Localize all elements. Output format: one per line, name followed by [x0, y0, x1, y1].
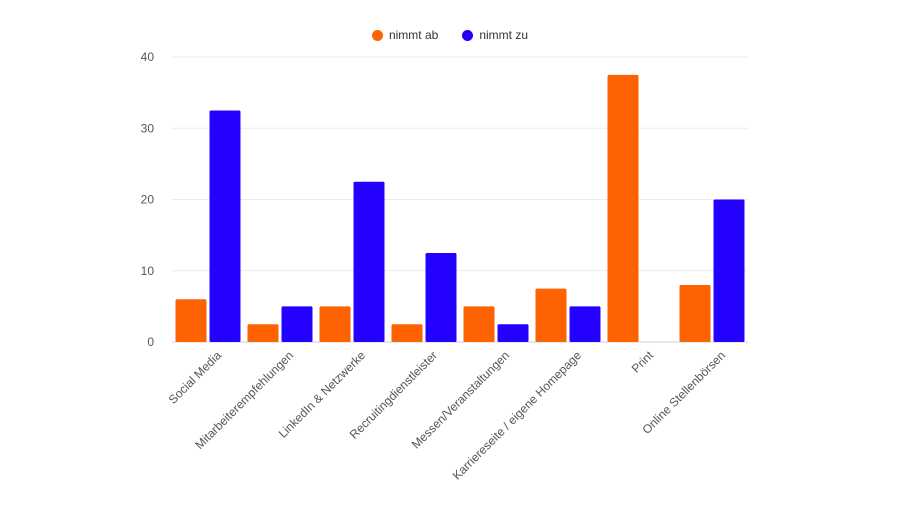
legend-swatch-nimmt-ab — [371, 29, 383, 41]
x-tick-label-7: Online Stellenbörsen — [639, 348, 728, 437]
bar-nimmt-zu-3 — [425, 252, 457, 342]
bar-nimmt-ab-0 — [175, 299, 207, 342]
bar-nimmt-ab-7 — [679, 285, 711, 342]
bar-nimmt-ab-5 — [535, 288, 567, 342]
bar-nimmt-ab-1 — [247, 324, 279, 342]
y-tick-label-10: 10 — [141, 264, 155, 278]
bar-nimmt-zu-1 — [281, 306, 313, 342]
x-tick-label-6: Print — [629, 348, 657, 376]
bar-nimmt-ab-2 — [319, 306, 351, 342]
bar-nimmt-zu-2 — [353, 181, 385, 342]
legend-item-nimmt-ab[interactable]: nimmt ab — [371, 28, 439, 42]
legend-label-nimmt-ab: nimmt ab — [388, 28, 439, 42]
bar-nimmt-zu-5 — [569, 306, 601, 342]
x-tick-label-5: Karriereseite / eigene Homepage — [450, 348, 585, 483]
y-tick-label-40: 40 — [141, 50, 155, 64]
bar-nimmt-zu-4 — [497, 324, 529, 342]
y-tick-label-30: 30 — [141, 121, 155, 135]
bar-nimmt-ab-3 — [391, 324, 423, 342]
y-tick-label-0: 0 — [147, 335, 154, 349]
x-tick-label-0: Social Media — [166, 348, 225, 407]
y-tick-label-20: 20 — [141, 193, 155, 207]
bar-nimmt-zu-0 — [209, 110, 241, 342]
bar-nimmt-ab-4 — [463, 306, 495, 342]
bar-nimmt-zu-7 — [713, 199, 745, 342]
legend: nimmt ab nimmt zu — [0, 28, 900, 42]
legend-item-nimmt-zu[interactable]: nimmt zu — [462, 28, 528, 42]
legend-swatch-nimmt-zu — [462, 29, 474, 41]
bar-nimmt-ab-6 — [607, 74, 639, 342]
legend-label-nimmt-zu: nimmt zu — [479, 28, 529, 42]
